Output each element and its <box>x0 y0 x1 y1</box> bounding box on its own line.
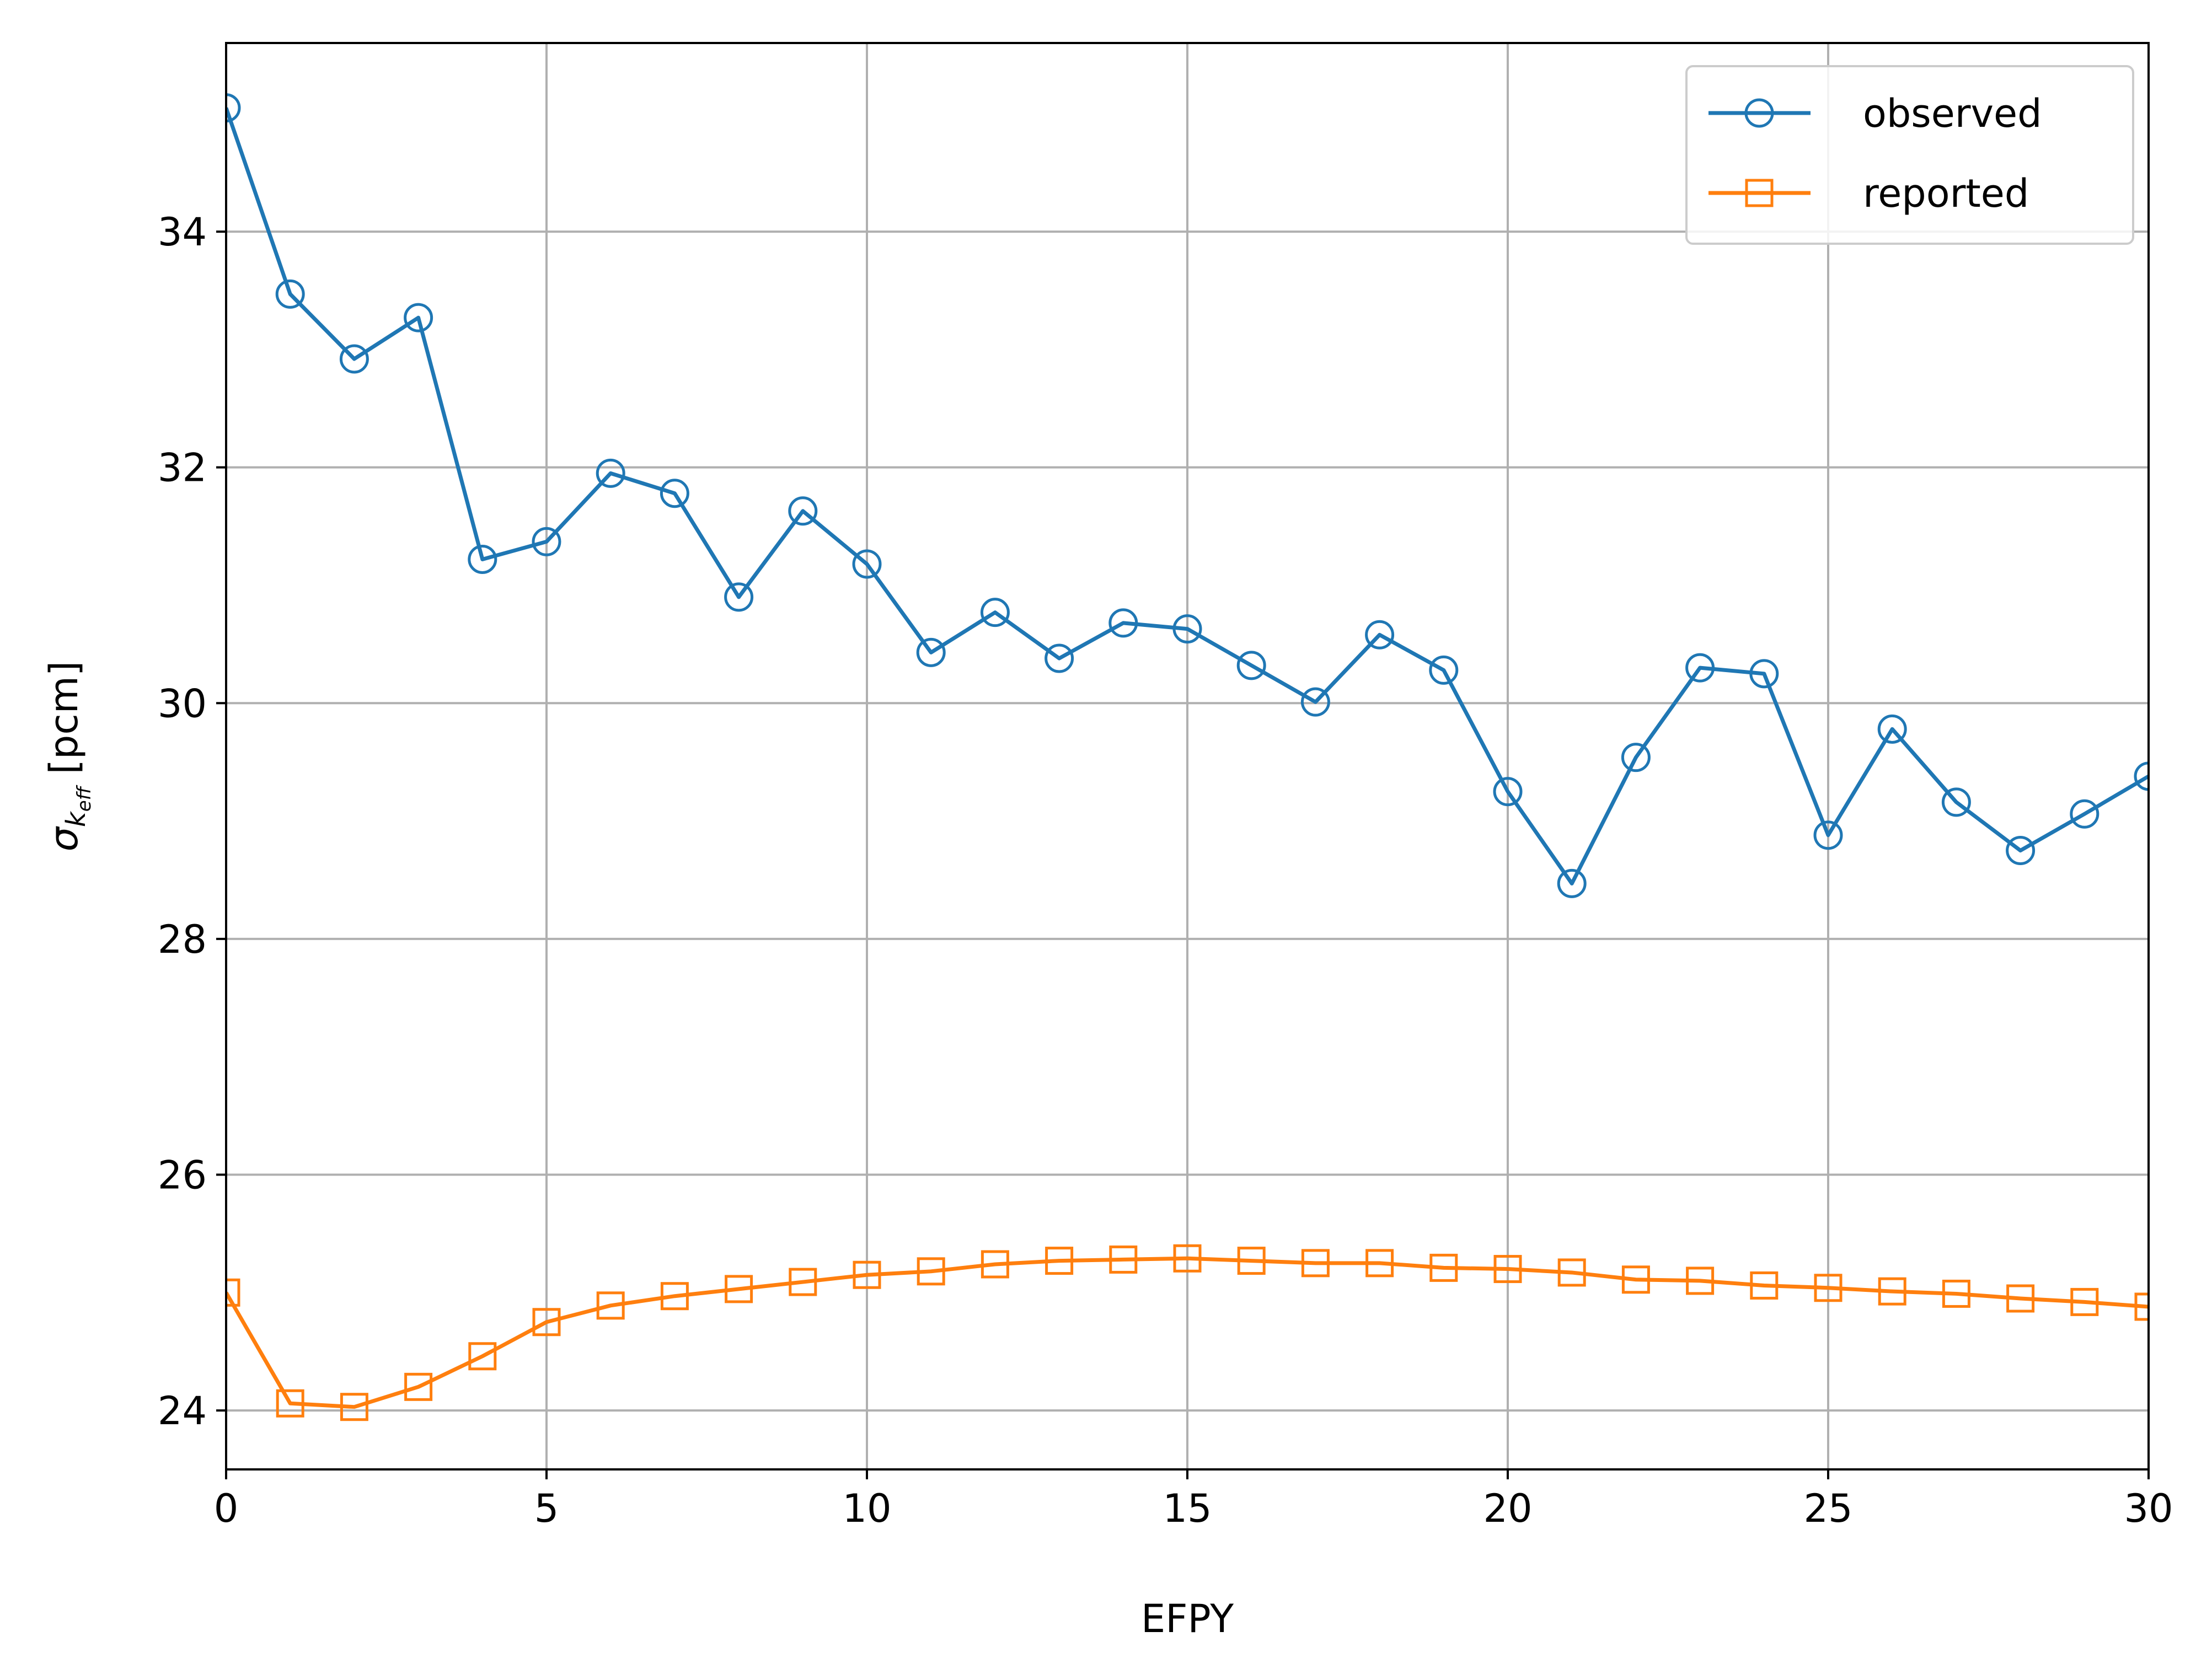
data-point-observed <box>2006 836 2036 866</box>
data-point-observed <box>1236 651 1266 680</box>
data-point-reported <box>1942 1279 1970 1308</box>
x-tick-label: 0 <box>214 1486 239 1531</box>
data-point-observed <box>1365 620 1395 650</box>
data-point-observed <box>916 637 946 667</box>
data-point-reported <box>1173 1244 1202 1273</box>
data-point-observed <box>275 279 305 309</box>
legend-label-observed: observed <box>1863 91 2042 136</box>
x-tick-label: 10 <box>842 1486 891 1531</box>
data-point-reported <box>276 1389 304 1418</box>
data-point-reported <box>1109 1245 1138 1274</box>
data-point-observed <box>2070 799 2099 829</box>
data-point-observed <box>1045 643 1074 673</box>
x-tick-label: 20 <box>1483 1486 1532 1531</box>
y-tick-label: 30 <box>158 681 207 726</box>
data-point-reported <box>660 1282 689 1311</box>
series-observed <box>226 93 2149 898</box>
data-point-observed <box>226 93 241 123</box>
data-point-observed <box>1557 868 1587 898</box>
data-point-observed <box>724 582 754 612</box>
y-tick-label: 24 <box>158 1388 207 1434</box>
data-point-reported <box>1814 1274 1843 1302</box>
data-point-reported <box>1557 1258 1586 1287</box>
data-series <box>226 93 2149 1421</box>
legend-marker-observed <box>1744 98 1774 128</box>
data-point-reported <box>1878 1277 1906 1306</box>
data-point-reported <box>1365 1249 1394 1278</box>
data-point-reported <box>725 1275 753 1303</box>
data-point-reported <box>853 1260 881 1289</box>
legend-marker-reported <box>1745 179 1774 207</box>
data-point-observed <box>1172 614 1202 644</box>
data-point-reported <box>1429 1253 1458 1282</box>
data-point-observed <box>1685 653 1715 683</box>
data-point-observed <box>980 598 1010 627</box>
data-point-observed <box>852 549 882 579</box>
data-point-reported <box>1621 1265 1650 1294</box>
data-point-reported <box>1493 1255 1522 1284</box>
data-point-observed <box>468 544 497 574</box>
data-point-reported <box>917 1257 945 1286</box>
data-point-reported <box>1750 1271 1779 1300</box>
data-point-reported <box>340 1393 368 1421</box>
data-point-observed <box>660 479 689 508</box>
y-axis-label-subscript-sub: eff <box>73 785 95 812</box>
data-point-reported <box>981 1250 1009 1279</box>
data-point-observed <box>2134 761 2149 791</box>
data-point-observed <box>1300 687 1330 717</box>
data-point-reported <box>532 1308 561 1337</box>
axis-ticks: 0 5 10 15 20 25 30 24 26 28 30 32 34 <box>158 210 2173 1531</box>
series-reported <box>226 1244 2149 1421</box>
y-tick-label: 32 <box>158 446 207 491</box>
x-tick-label: 5 <box>534 1486 559 1531</box>
x-tick-label: 30 <box>2124 1486 2173 1531</box>
series-line-reported <box>226 1256 2149 1409</box>
data-point-observed <box>1621 743 1651 772</box>
data-point-observed <box>532 527 561 556</box>
y-tick-label: 26 <box>158 1152 207 1198</box>
data-point-observed <box>788 496 818 526</box>
data-point-observed <box>1429 655 1459 685</box>
data-point-observed <box>339 344 369 374</box>
legend-box <box>1685 65 2134 245</box>
data-point-observed <box>596 458 625 488</box>
y-axis-label-symbol: σ <box>41 825 87 851</box>
data-point-observed <box>1813 820 1843 850</box>
data-point-reported <box>1301 1249 1330 1278</box>
data-point-reported <box>1045 1247 1074 1275</box>
data-point-reported <box>468 1342 497 1371</box>
y-axis-label-unit: [pcm] <box>41 661 87 787</box>
data-point-observed <box>404 303 433 332</box>
data-point-reported <box>1686 1266 1715 1295</box>
data-point-reported <box>2070 1287 2099 1316</box>
legend-label-reported: reported <box>1863 171 2029 216</box>
x-tick-label: 15 <box>1163 1486 1212 1531</box>
data-point-reported <box>226 1278 240 1307</box>
y-axis-label-subscript-base: k <box>61 811 92 827</box>
data-point-reported <box>2006 1284 2035 1313</box>
x-tick-label: 25 <box>1803 1486 1852 1531</box>
data-point-observed <box>1941 787 1971 817</box>
data-point-reported <box>2134 1292 2149 1321</box>
data-point-observed <box>1493 777 1523 807</box>
series-line-observed <box>226 107 2149 886</box>
y-tick-label: 34 <box>158 210 207 255</box>
data-point-observed <box>1108 608 1138 638</box>
data-point-reported <box>789 1268 817 1296</box>
data-point-observed <box>1749 659 1779 689</box>
data-point-reported <box>1237 1247 1266 1275</box>
y-tick-label: 28 <box>158 917 207 962</box>
data-point-reported <box>404 1372 433 1401</box>
x-axis-label: EFPY <box>1141 1596 1234 1641</box>
y-axis-label: σkeff [pcm] <box>41 661 95 852</box>
data-point-observed <box>1877 714 1907 744</box>
legend: observed reported <box>1685 65 2134 245</box>
data-point-reported <box>596 1291 625 1320</box>
